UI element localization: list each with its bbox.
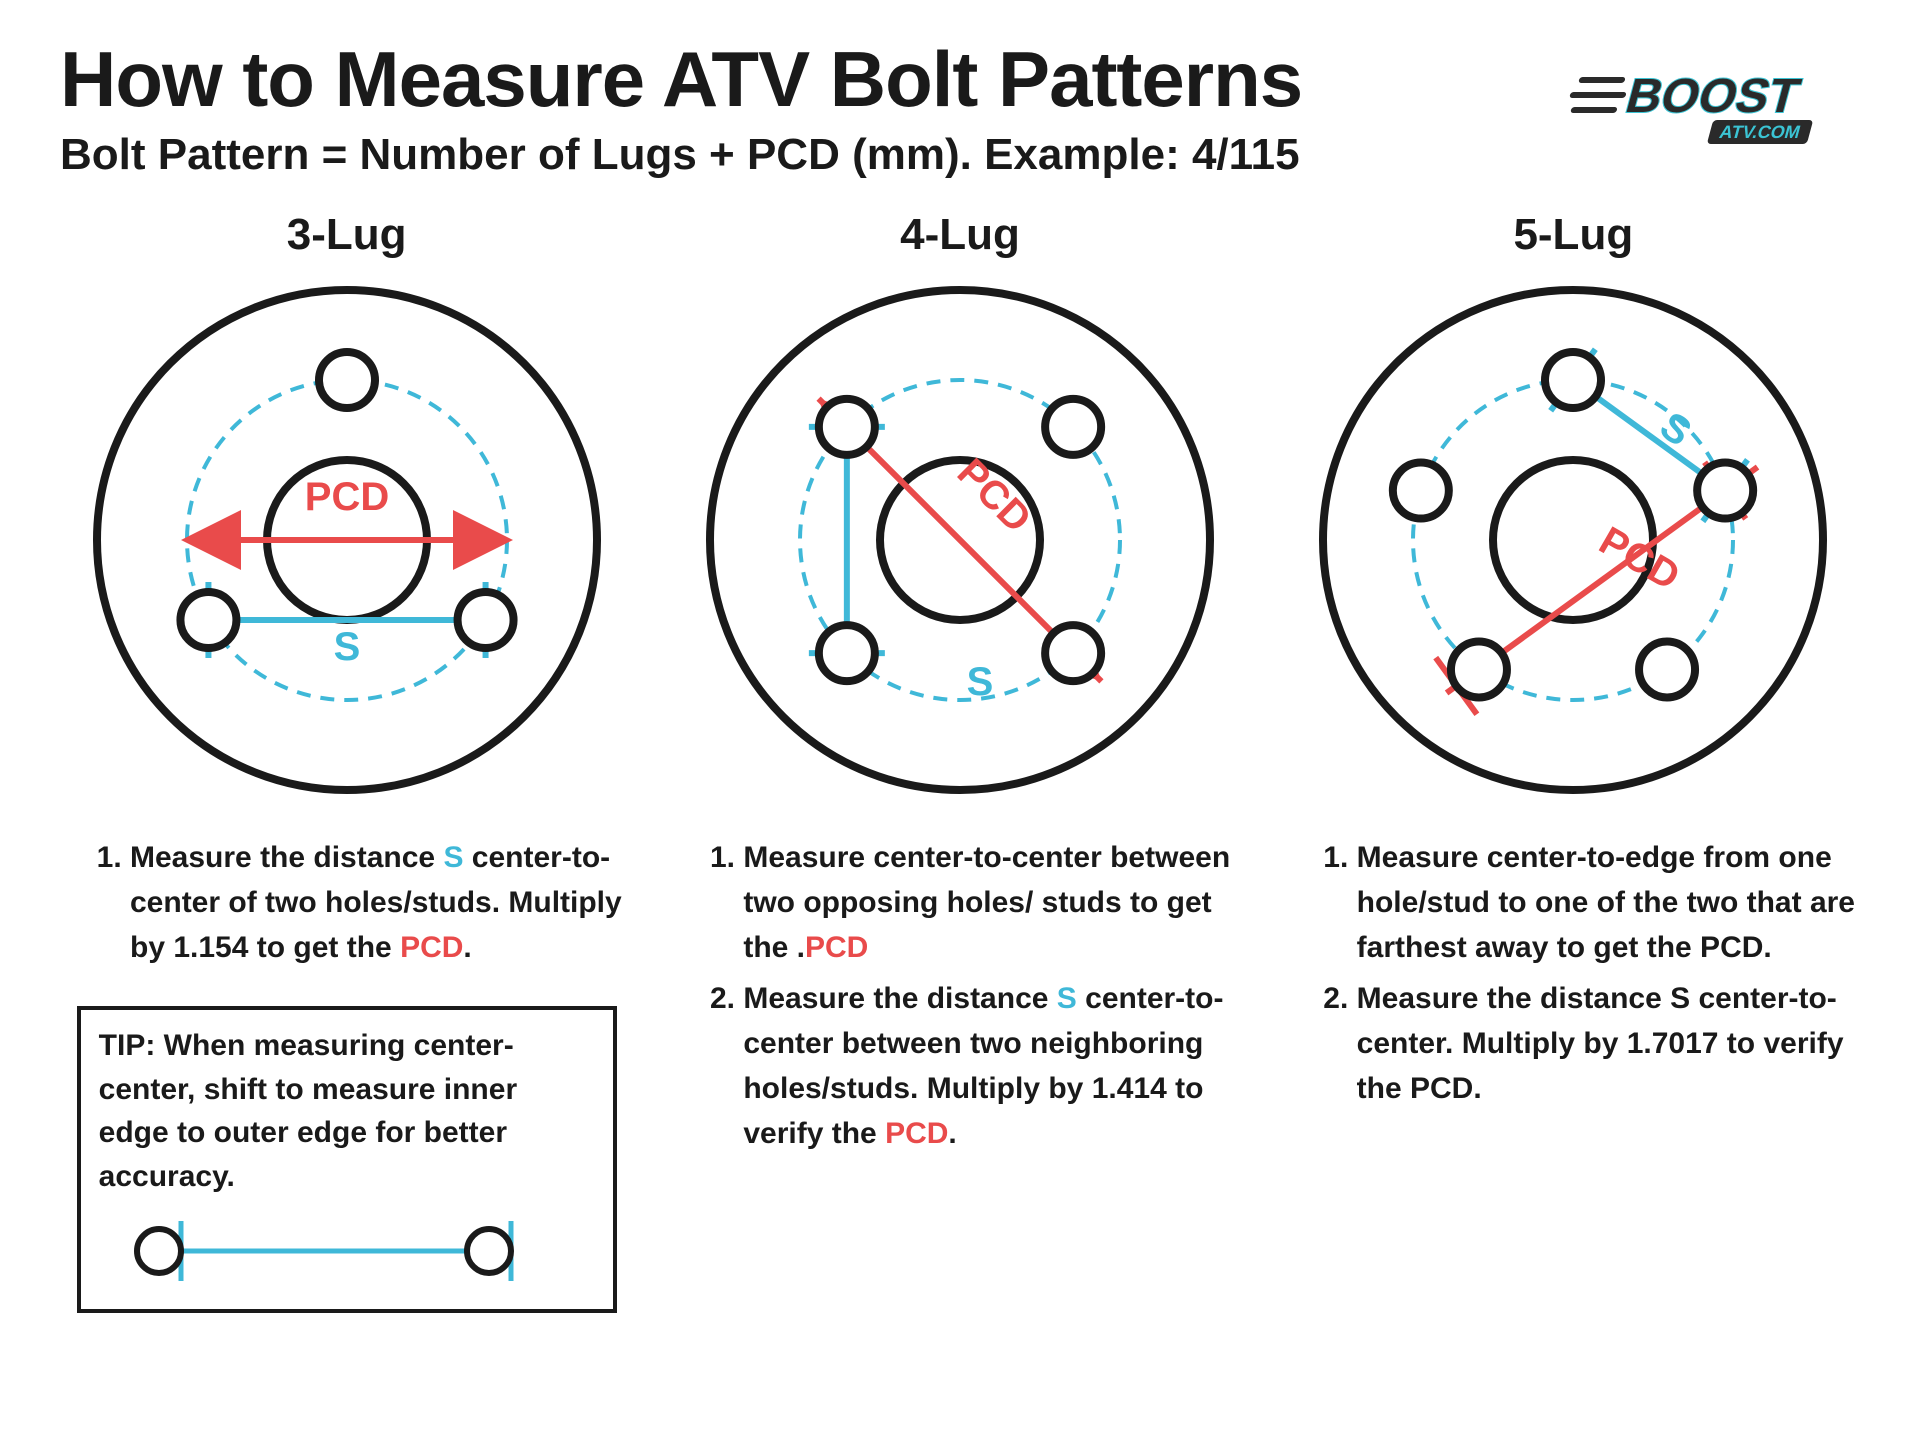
logo-sub-text: ATV.COM bbox=[1717, 121, 1803, 142]
instruction-item: Measure center-to-center between two opp… bbox=[743, 835, 1246, 970]
panel-3lug: 3-Lug PCD S Measure the distance S center… bbox=[60, 210, 633, 1313]
title-block: How to Measure ATV Bolt Patterns Bolt Pa… bbox=[60, 40, 1560, 180]
panel-title-5lug: 5-Lug bbox=[1513, 210, 1633, 260]
main-title: How to Measure ATV Bolt Patterns bbox=[60, 40, 1560, 118]
instructions-3lug: Measure the distance S center-to-center … bbox=[60, 835, 633, 976]
instruction-item: Measure the distance S center-to-center.… bbox=[1357, 976, 1860, 1111]
instruction-item: Measure the distance S center-to-center … bbox=[130, 835, 633, 970]
svg-text:S: S bbox=[1652, 404, 1699, 455]
diagram-3lug: PCD S bbox=[77, 270, 617, 810]
panel-title-3lug: 3-Lug bbox=[287, 210, 407, 260]
diagram-4lug: PCDS bbox=[690, 270, 1230, 810]
panel-title-4lug: 4-Lug bbox=[900, 210, 1020, 260]
diagram-5lug: PCDS bbox=[1303, 270, 1843, 810]
logo-main-text: BOOST bbox=[1620, 70, 1805, 123]
svg-text:S: S bbox=[967, 660, 994, 704]
logo: BOOST ATV.COM bbox=[1560, 50, 1860, 165]
boost-atv-logo-icon: BOOST ATV.COM bbox=[1560, 50, 1860, 160]
tip-box: TIP: When measuring center-center, shift… bbox=[77, 1006, 617, 1313]
instructions-5lug: Measure center-to-edge from one hole/stu… bbox=[1287, 835, 1860, 1117]
panel-5lug: 5-Lug PCDS Measure center-to-edge from o… bbox=[1287, 210, 1860, 1313]
tip-text: TIP: When measuring center-center, shift… bbox=[99, 1024, 595, 1198]
subtitle: Bolt Pattern = Number of Lugs + PCD (mm)… bbox=[60, 130, 1560, 180]
svg-text:S: S bbox=[333, 625, 360, 669]
svg-text:PCD: PCD bbox=[304, 475, 388, 519]
panel-4lug: 4-Lug PCDS Measure center-to-center betw… bbox=[673, 210, 1246, 1313]
instruction-item: Measure the distance S center-to-center … bbox=[743, 976, 1246, 1156]
instructions-4lug: Measure center-to-center between two opp… bbox=[673, 835, 1246, 1162]
header: How to Measure ATV Bolt Patterns Bolt Pa… bbox=[60, 40, 1860, 180]
panels-row: 3-Lug PCD S Measure the distance S center… bbox=[60, 210, 1860, 1313]
tip-diagram bbox=[99, 1206, 549, 1296]
instruction-item: Measure center-to-edge from one hole/stu… bbox=[1357, 835, 1860, 970]
